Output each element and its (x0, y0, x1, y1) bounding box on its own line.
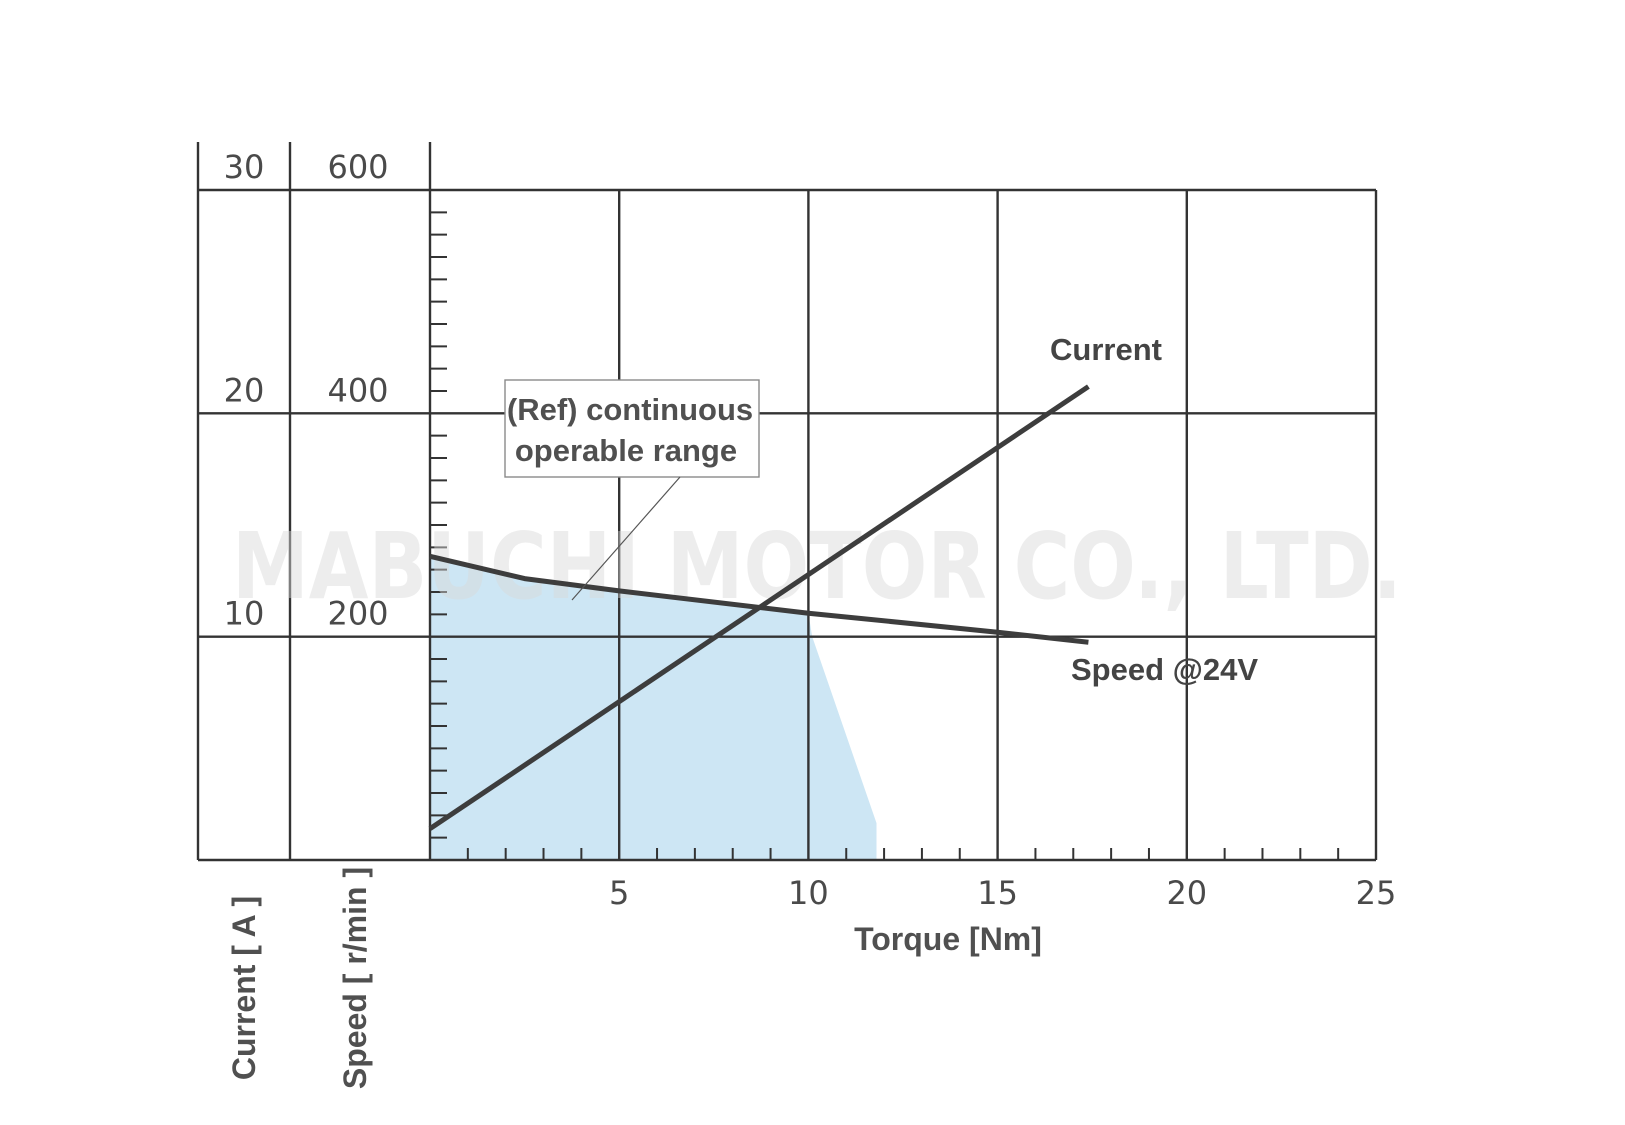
x-tick-label: 20 (1166, 874, 1207, 912)
x-tick-label: 25 (1356, 874, 1397, 912)
series-label-speed: Speed @24V (1071, 652, 1258, 687)
x-tick-label: 15 (977, 874, 1018, 912)
current-tick-label: 30 (224, 148, 265, 186)
current-tick-label: 10 (224, 595, 265, 633)
speed-tick-label: 200 (327, 595, 388, 633)
series-line-speed-24v (429, 553, 1089, 645)
region-callout-box (504, 379, 760, 478)
x-tick-label: 10 (788, 874, 829, 912)
speed-axis-title: Speed [ r/min ] (337, 867, 373, 1089)
current-axis-title: Current [ A ] (226, 896, 262, 1080)
continuous-operable-range-area (430, 556, 877, 860)
region-callout-leader (571, 476, 681, 601)
current-tick-label: 20 (224, 371, 265, 409)
speed-tick-label: 600 (327, 148, 388, 186)
series-label-current: Current (1050, 332, 1162, 367)
region-callout-line-2: operable range (515, 433, 737, 468)
x-axis-title: Torque [Nm] (854, 921, 1042, 957)
region-callout-line-1: (Ref) continuous (507, 392, 753, 427)
x-tick-label: 5 (609, 874, 629, 912)
speed-tick-label: 400 (327, 371, 388, 409)
